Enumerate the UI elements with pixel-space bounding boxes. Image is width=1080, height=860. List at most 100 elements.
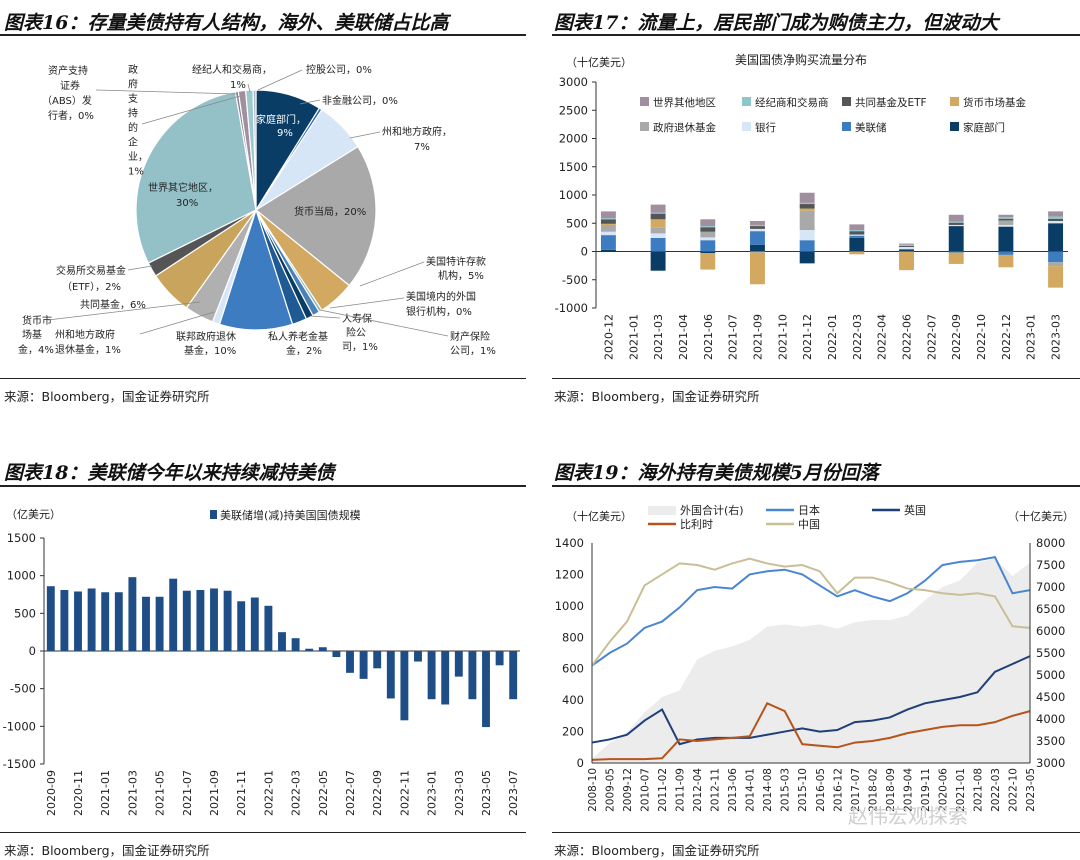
fig18-xtick-11: 2022-07 [344, 770, 357, 816]
fig19-xtick-24: 2022-10 [1007, 768, 1019, 812]
pie-label-mm-3: 金，4% [18, 343, 54, 356]
fig17-legend-swatch-7 [950, 122, 959, 131]
fig19-ytick-right-7: 4500 [1036, 690, 1065, 704]
fig17-bar-10-4 [849, 251, 865, 255]
fig19-title: 图表19：海外持有美债规模5月份回落 [554, 462, 879, 484]
fig17-bar-18-4 [1048, 266, 1064, 288]
fig17-bar-12-6 [899, 244, 914, 246]
fig17-bar-0-5 [600, 219, 616, 224]
fig19-source: 来源：Bloomberg，国金证券研究所 [554, 843, 760, 858]
fig17-bar-8-6 [799, 202, 815, 205]
fig17-legend-label-7: 家庭部门 [963, 121, 1005, 134]
fig19-bottom-rule [552, 832, 1080, 833]
fig18-ytick-4: -500 [10, 682, 36, 696]
fig18-bar-12 [210, 588, 218, 651]
fig19-ytick-left-4: 600 [562, 662, 584, 676]
fig19-chart: （十亿美元） （十亿美元） 1400 1200 1000 800 600 400 200 0 800… [555, 503, 1074, 812]
pie-label-bank-2: 机构，5% [438, 269, 484, 282]
fig17-bar-12-7 [899, 243, 914, 245]
fig17-ytick-7: -500 [562, 273, 588, 287]
fig19-xtick-19: 2019-11 [920, 768, 932, 812]
fig18-bar-1 [60, 589, 69, 651]
fig17-ytick-3: 1500 [559, 160, 588, 174]
leader-foreignbank [329, 297, 405, 309]
fig19-ytick-left-2: 1000 [555, 599, 584, 613]
fig19-xtick-3: 2010-07 [640, 768, 652, 812]
fig17-legend-label-4: 政府退休基金 [653, 121, 716, 134]
fig19-ytick-right-10: 3000 [1036, 756, 1065, 770]
fig18-bar-18 [291, 638, 300, 651]
fig16-leader-lines [47, 69, 449, 337]
fig18-xtick-9: 2022-03 [290, 770, 303, 816]
pie-label-etf-1: 交易所交易基金 [56, 264, 126, 277]
fig18-bar-31 [468, 651, 477, 700]
fig17-xtick-12: 2022-06 [901, 314, 914, 360]
fig19-legend-label-1: 日本 [798, 503, 820, 517]
fig18-bar-32 [482, 651, 490, 728]
fig17-ytick-2: 2000 [559, 132, 588, 146]
pie-label-monetary: 货币当局，20% [294, 205, 366, 218]
fig19-ytick-left-1: 1200 [555, 567, 584, 581]
fig17-xtick-0: 2020-12 [602, 314, 615, 360]
fig17-bar-16-6 [998, 217, 1014, 219]
fig17-xtick-7: 2021-10 [776, 314, 789, 360]
watermark: 赵伟宏观探索 [848, 804, 968, 828]
fig17-bar-2-4 [650, 219, 666, 228]
fig19-xtick-15: 2017-07 [850, 768, 862, 812]
fig18-bar-8 [155, 596, 164, 651]
fig18-title: 图表18：美联储今年以来持续减持美债 [4, 462, 335, 484]
fig18-xtick-1: 2020-11 [72, 770, 85, 816]
fig17-bar-18-6 [1048, 216, 1064, 219]
fig19-xtick-9: 2014-01 [745, 768, 757, 812]
fig18-bar-14 [237, 601, 246, 651]
fig17-bar-2-3 [650, 227, 666, 234]
fig17-bar-8-7 [799, 192, 815, 203]
leader-bank [359, 261, 425, 287]
pie-label-gse-char-6: 业， [128, 151, 148, 163]
fig19-xtick-1: 2009-05 [605, 768, 617, 812]
fig18-legend-label: 美联储增(减)持美国国债规模 [220, 508, 361, 522]
fig19-ytick-right-3: 6500 [1036, 602, 1065, 616]
fig17-chart: （十亿美元） 美国国债净购买流量分布 3000 2500 2000 1500 1000 500… [555, 52, 1068, 360]
pie-label-row-2: 30% [176, 198, 198, 209]
pie-label-holding: 控股公司，0% [306, 63, 372, 76]
fig17-bar-18-0 [1048, 223, 1064, 252]
leader-property [319, 309, 449, 337]
pie-label-foreignbank-1: 美国境内的外国 [406, 290, 476, 303]
fig17-ytick-5: 500 [566, 216, 588, 230]
fig16-bottom-rule [0, 378, 526, 379]
fig17-source: 来源：Bloomberg，国金证券研究所 [554, 389, 760, 404]
fig17-ytick-0: 3000 [559, 75, 588, 89]
fig17-bar-0-4 [600, 223, 616, 225]
fig17-ytick-1: 2500 [559, 103, 588, 117]
fig19-ytick-left-7: 0 [577, 756, 584, 770]
fig17-legend-label-0: 世界其他地区 [653, 96, 716, 109]
fig17-bar-14-7 [948, 214, 964, 222]
fig16-source: 来源：Bloomberg，国金证券研究所 [4, 389, 210, 404]
fig17-bar-4-2 [700, 237, 716, 241]
pie-label-property-1: 财产保险 [450, 330, 490, 343]
pie-label-mm-2: 场基 [22, 328, 42, 341]
pie-label-property-2: 公司，1% [450, 346, 496, 357]
fig19-ytick-right-9: 3500 [1036, 734, 1065, 748]
fig17-bar-2-0 [650, 251, 666, 271]
fig18-bar-5 [114, 592, 123, 651]
pie-label-abs-3: （ABS）发 [42, 94, 92, 107]
pie-label-mutual: 共同基金，6% [80, 298, 146, 311]
pie-label-pension-1: 私人养老金基 [268, 330, 328, 343]
fig17-bar-14-5 [948, 222, 964, 225]
fig17-bar-14-4 [948, 252, 964, 264]
fig19-xtick-6: 2012-04 [692, 768, 704, 812]
fig17-bar-6-2 [750, 228, 765, 232]
pie-label-mm-1: 货币市 [22, 314, 52, 327]
fig19-line-2 [591, 655, 1031, 746]
pie-label-abs-2: 证券 [60, 79, 80, 92]
fig17-xtick-13: 2022-07 [925, 314, 938, 360]
fig18-xtick-17: 2023-07 [507, 770, 520, 816]
fig17-xtick-16: 2022-12 [1000, 314, 1013, 360]
fig17-bar-6-4 [750, 252, 765, 285]
fig18-bar-17 [278, 632, 286, 651]
fig17-legend-swatch-3 [950, 97, 959, 106]
pie-label-abs-1: 资产支持 [48, 64, 88, 77]
fig17-bar-0-6 [600, 218, 616, 220]
